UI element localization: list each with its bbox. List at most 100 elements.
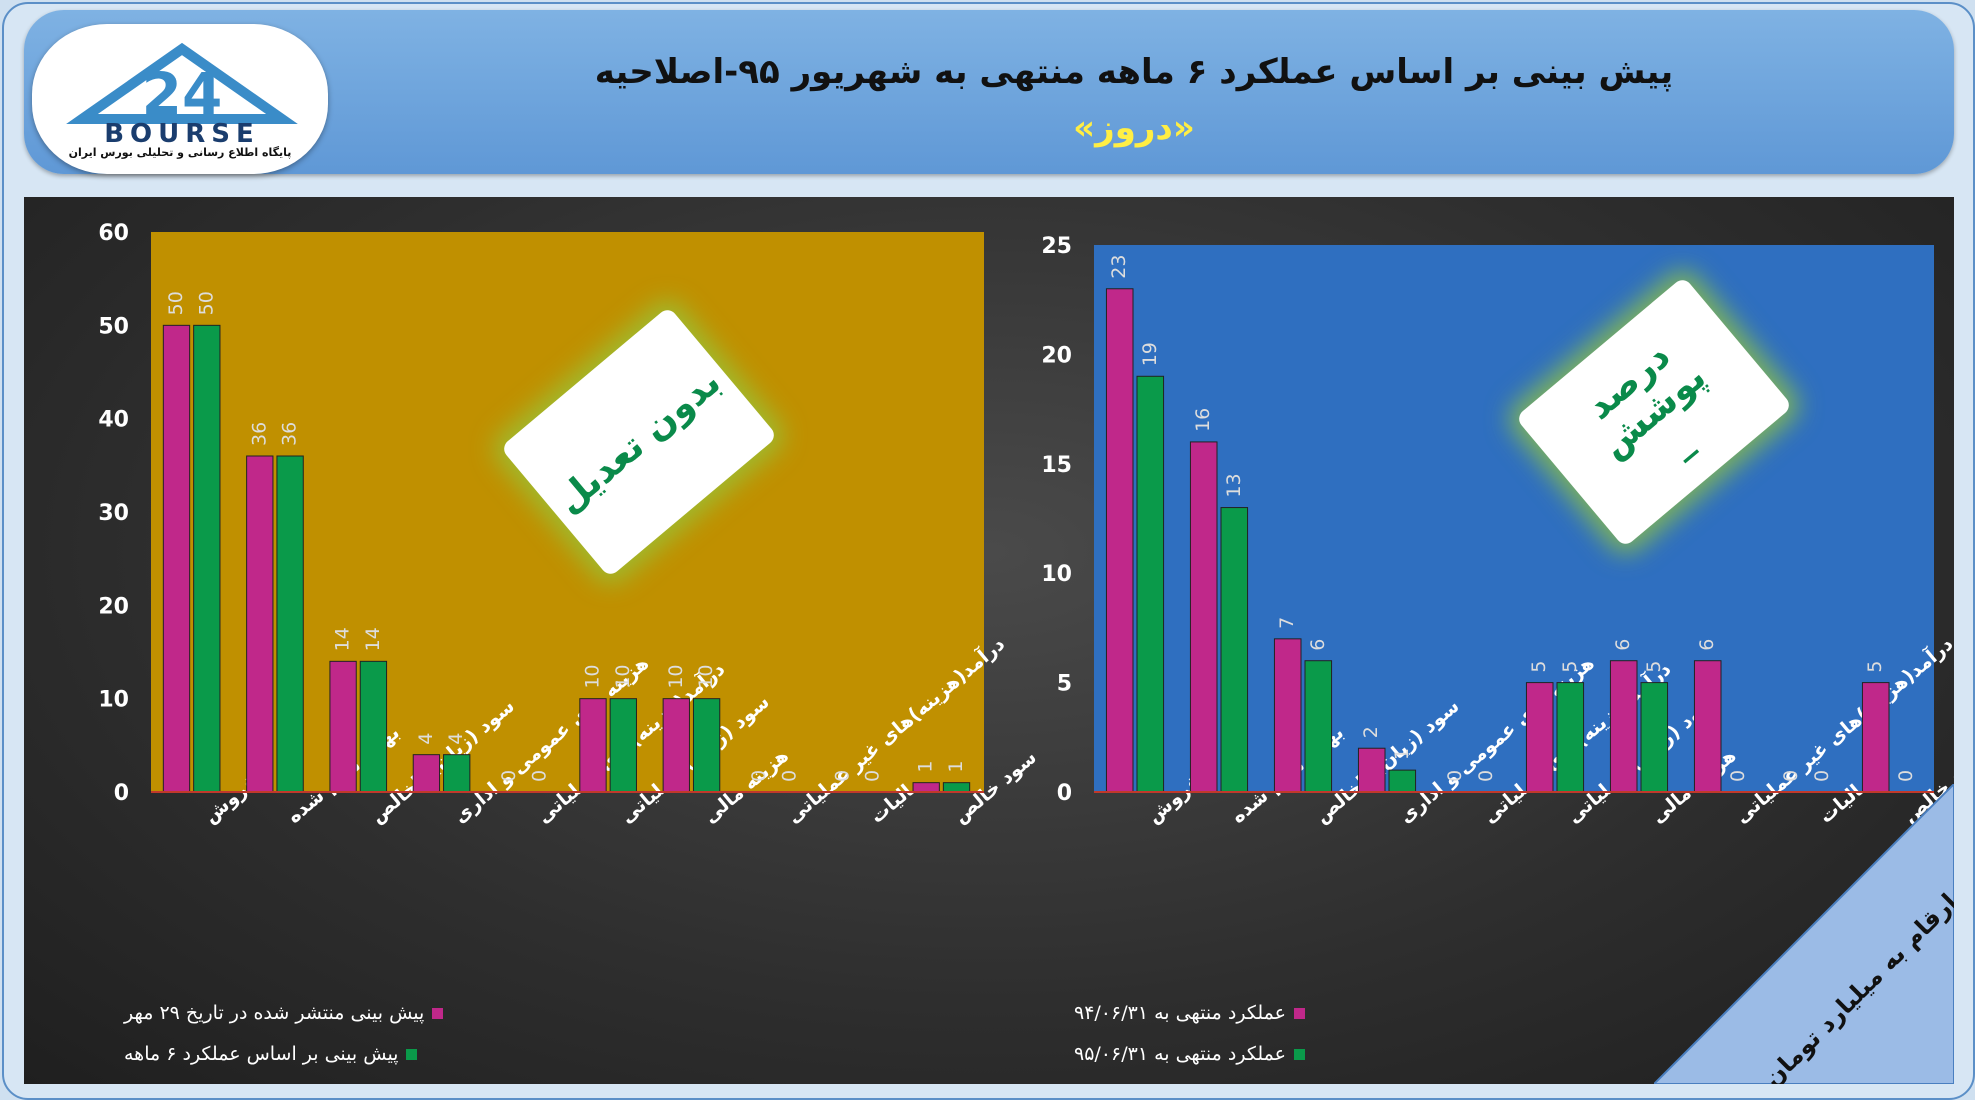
left-ytick-6: 60: [98, 221, 129, 246]
right-bar-s0-c1: [1189, 441, 1218, 793]
header: [24, 10, 1954, 174]
left-bar-s0-c1: [246, 455, 274, 793]
right-ytick-4: 20: [1041, 343, 1072, 368]
right-label-s1-c2: 6: [1307, 639, 1329, 651]
right-ytick-2: 10: [1041, 562, 1072, 587]
page-subtitle: «دروز»: [1073, 108, 1195, 148]
left-bar-s1-c1: [276, 455, 304, 793]
charts-panel: 01020304050605050فروش3636بهای تمام شده14…: [24, 197, 1973, 1084]
logo-word: BOURSE: [104, 119, 260, 149]
right-label-s1-c6: 5: [1643, 661, 1665, 673]
left-bar-s1-c9: [942, 782, 971, 793]
left-label-s0-c7: 0: [748, 770, 770, 782]
right-label-s1-c8: 0: [1811, 770, 1833, 782]
left-label-s1-c0: 50: [195, 291, 217, 315]
right-legend-1-swatch: [1293, 1008, 1305, 1019]
left-bar-s0-c9: [912, 782, 940, 793]
units-corner: ارقام به میلیارد تومان: [1654, 784, 1954, 1084]
left-label-s0-c0: 50: [165, 291, 187, 315]
right-bar-s1-c1: [1220, 507, 1249, 793]
right-legend-1: عملکرد منتهی به ۹۴/۰۶/۳۱: [1074, 1002, 1305, 1024]
right-label-s0-c8: 0: [1780, 770, 1802, 782]
left-label-s1-c7: 0: [778, 770, 800, 782]
right-label-s1-c9: 0: [1895, 770, 1917, 782]
left-legend-1-swatch: [432, 1008, 444, 1019]
right-label-s1-c4: 0: [1475, 770, 1497, 782]
right-label-s0-c4: 0: [1444, 770, 1466, 782]
right-bar-s1-c2: [1304, 660, 1333, 793]
left-label-s0-c2: 14: [332, 627, 354, 651]
logo: 24 BOURSE پایگاه اطلاع رسانی و تحلیلی بو…: [32, 24, 328, 174]
left-label-s1-c8: 0: [862, 770, 884, 782]
right-label-s0-c0: 23: [1108, 255, 1130, 279]
right-bar-s0-c9: [1861, 682, 1890, 793]
right-label-s0-c1: 16: [1192, 408, 1214, 432]
right-legend-2-swatch: [1293, 1049, 1305, 1060]
left-badge-text: بدون تعدیل: [548, 361, 729, 522]
left-bar-s0-c2: [329, 660, 357, 793]
right-bar-s0-c2: [1273, 638, 1302, 793]
right-bar-s1-c3: [1388, 769, 1417, 793]
left-bar-s1-c2: [359, 660, 388, 793]
page-title: پیش بینی بر اساس عملکرد ۶ ماهه منتهی به …: [594, 52, 1674, 92]
right-ytick-1: 5: [1057, 672, 1072, 697]
right-label-s1-c7: 0: [1727, 770, 1749, 782]
right-bar-s1-c0: [1136, 375, 1165, 793]
right-bar-s0-c3: [1357, 747, 1386, 793]
left-label-s1-c2: 14: [362, 627, 384, 651]
right-label-s0-c7: 6: [1696, 639, 1718, 651]
left-label-s1-c5: 10: [612, 664, 634, 688]
left-bar-s1-c3: [443, 754, 471, 793]
left-label-s1-c4: 0: [529, 770, 551, 782]
left-bar-s0-c6: [662, 698, 690, 793]
left-label-s0-c6: 10: [665, 664, 687, 688]
left-label-s0-c9: 1: [915, 761, 937, 773]
right-legend-2: عملکرد منتهی به ۹۵/۰۶/۳۱: [1074, 1043, 1305, 1065]
left-bar-s1-c0: [193, 324, 221, 793]
right-label-s0-c3: 2: [1360, 726, 1382, 738]
left-bar-s0-c0: [162, 324, 191, 793]
left-label-s0-c4: 0: [498, 770, 520, 782]
right-bar-s1-c6: [1640, 682, 1669, 793]
right-bar-s0-c7: [1693, 660, 1722, 793]
right-label-s0-c5: 5: [1528, 661, 1550, 673]
left-ytick-1: 10: [98, 688, 129, 713]
logo-mark: 24 BOURSE: [66, 42, 298, 149]
right-bar-s0-c6: [1609, 660, 1638, 793]
left-ytick-3: 30: [98, 501, 129, 526]
right-bar-s1-c5: [1556, 682, 1585, 793]
left-ytick-2: 20: [98, 594, 129, 619]
right-label-s0-c2: 7: [1276, 617, 1298, 629]
right-ytick-0: 0: [1057, 781, 1072, 806]
left-ytick-5: 50: [98, 314, 129, 339]
left-label-s1-c6: 10: [695, 664, 717, 688]
left-ytick-0: 0: [114, 781, 129, 806]
left-label-s0-c8: 0: [831, 770, 853, 782]
right-label-s1-c0: 19: [1139, 342, 1161, 366]
left-label-s1-c1: 36: [279, 422, 301, 446]
right-label-s1-c5: 5: [1559, 661, 1581, 673]
left-label-s0-c1: 36: [248, 422, 270, 446]
right-label-s1-c3: 1: [1391, 748, 1413, 760]
right-bar-s0-c0: [1105, 288, 1134, 793]
right-badge-line2: _: [1659, 420, 1700, 464]
left-bar-s0-c5: [579, 698, 607, 793]
right-label-s1-c1: 13: [1223, 473, 1245, 497]
left-label-s1-c9: 1: [945, 761, 967, 773]
right-label-s0-c9: 5: [1864, 661, 1886, 673]
left-label-s1-c3: 4: [445, 733, 467, 745]
left-legend-2: پیش بینی بر اساس عملکرد ۶ ماهه: [124, 1043, 418, 1065]
left-legend-1: پیش بینی منتشر شده در تاریخ ۲۹ مهر: [124, 1002, 444, 1024]
right-label-s0-c6: 6: [1612, 639, 1634, 651]
right-ytick-3: 15: [1041, 453, 1072, 478]
left-bar-s0-c3: [412, 754, 441, 793]
left-ytick-4: 40: [98, 408, 129, 433]
logo-tagline: پایگاه اطلاع رسانی و تحلیلی بورس ایران: [68, 146, 292, 159]
right-bar-s0-c5: [1525, 682, 1554, 793]
right-ytick-5: 25: [1041, 234, 1072, 259]
left-bar-s1-c5: [609, 698, 637, 793]
left-label-s0-c5: 10: [581, 664, 603, 688]
left-legend-2-swatch: [406, 1049, 418, 1060]
left-bar-s1-c6: [692, 698, 721, 793]
